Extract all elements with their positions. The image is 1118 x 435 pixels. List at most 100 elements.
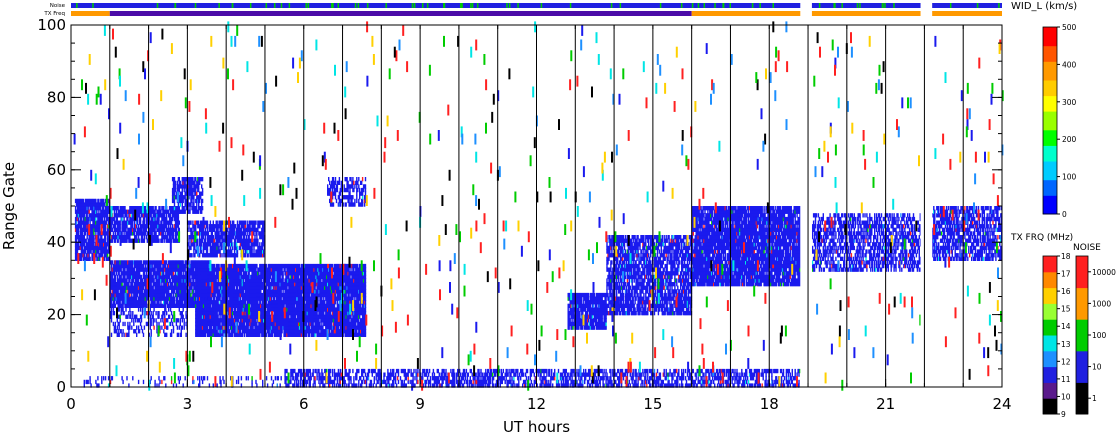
- echo-cell: [181, 274, 183, 280]
- echo-cell: [136, 274, 139, 280]
- echo-cell: [157, 271, 159, 276]
- echo-cell: [190, 296, 192, 301]
- echo-cell: [202, 314, 205, 319]
- echo-cell: [82, 249, 84, 254]
- echo-cell: [138, 206, 141, 211]
- echo-cell: [169, 209, 172, 214]
- echo-cell: [124, 224, 126, 229]
- echo-cell: [93, 220, 95, 225]
- echo-cell: [185, 289, 187, 294]
- echo-cell: [76, 245, 79, 251]
- echo-cell: [140, 213, 143, 218]
- echo-cell: [224, 253, 226, 258]
- txfreq-bar-segment: [691, 11, 801, 16]
- echo-cell: [118, 292, 120, 298]
- echo-cell: [172, 177, 175, 182]
- echo-cell: [143, 303, 146, 308]
- echo-cell: [220, 235, 222, 240]
- echo-cell: [118, 282, 120, 287]
- echo-cell: [195, 260, 197, 265]
- echo-cell: [93, 216, 95, 222]
- echo-cell: [198, 289, 200, 294]
- echo-cell: [136, 303, 139, 308]
- echo-cell: [257, 238, 259, 243]
- echo-cell: [80, 249, 83, 254]
- echo-cell: [169, 271, 172, 276]
- echo-cell: [100, 206, 102, 211]
- echo-cell: [133, 267, 135, 272]
- echo-cell: [101, 209, 103, 214]
- echo-cell: [228, 249, 230, 254]
- echo-cell: [89, 235, 91, 240]
- echo-cell: [202, 271, 205, 276]
- echo-cell: [83, 224, 85, 229]
- echo-cell: [207, 253, 210, 258]
- echo-cell: [116, 235, 118, 240]
- echo-cell: [159, 263, 161, 269]
- echo-cell: [199, 271, 201, 276]
- echo-cell: [80, 231, 83, 236]
- echo-cell: [169, 220, 172, 225]
- echo-cell: [156, 289, 158, 294]
- echo-cell: [188, 224, 190, 229]
- echo-cell: [75, 220, 78, 225]
- echo-cell: [132, 260, 134, 265]
- echo-cell: [142, 263, 145, 269]
- echo-cell: [172, 303, 175, 308]
- echo-cell: [240, 238, 243, 243]
- echo-cell: [161, 278, 163, 283]
- echo-cell: [113, 216, 116, 222]
- echo-cell: [155, 231, 157, 236]
- echo-cell: [203, 311, 206, 316]
- echo-cell: [242, 242, 245, 247]
- echo-cell: [191, 198, 193, 204]
- echo-cell: [190, 292, 192, 298]
- echo-cell: [206, 296, 209, 301]
- echo-cell: [98, 231, 100, 236]
- echo-cell: [150, 227, 152, 232]
- echo-cell: [128, 260, 130, 265]
- echo-cell: [74, 198, 77, 204]
- echo-cell: [204, 300, 207, 305]
- echo-cell: [174, 184, 177, 189]
- echo-cell: [153, 303, 155, 308]
- echo-cell: [223, 238, 225, 243]
- echo-cell: [179, 282, 181, 287]
- echo-cell: [236, 227, 239, 232]
- echo-cell: [110, 227, 113, 232]
- echo-cell: [98, 253, 100, 258]
- echo-cell: [184, 177, 186, 182]
- echo-cell: [204, 325, 207, 330]
- echo-cell: [207, 311, 210, 316]
- echo-cell: [97, 202, 99, 207]
- echo-cell: [212, 253, 214, 258]
- echo-cell: [171, 216, 174, 222]
- echo-cell: [134, 263, 136, 269]
- echo-cell: [110, 292, 113, 298]
- echo-cell: [174, 271, 177, 276]
- echo-cell: [168, 296, 171, 301]
- echo-cell: [100, 245, 102, 251]
- echo-cell: [176, 184, 179, 189]
- echo-cell: [222, 235, 224, 240]
- echo-cell: [84, 198, 86, 204]
- echo-cell: [120, 206, 122, 211]
- echo-cell: [149, 278, 151, 283]
- echo-cell: [236, 235, 239, 240]
- echo-cell: [166, 227, 168, 232]
- echo-cell: [183, 278, 185, 283]
- echo-cell: [167, 289, 169, 294]
- echo-cell: [256, 235, 258, 240]
- echo-cell: [102, 202, 104, 207]
- noise-bar-mark: [833, 3, 835, 8]
- echo-cell: [94, 245, 96, 251]
- echo-cell: [137, 274, 140, 280]
- echo-cell: [143, 227, 146, 232]
- echo-cell: [167, 285, 169, 290]
- echo-cell: [206, 249, 209, 254]
- echo-cell: [113, 260, 116, 265]
- echo-cell: [123, 296, 125, 301]
- echo-cell: [95, 206, 97, 211]
- echo-cell: [202, 307, 205, 312]
- noise-bar-mark: [194, 3, 197, 8]
